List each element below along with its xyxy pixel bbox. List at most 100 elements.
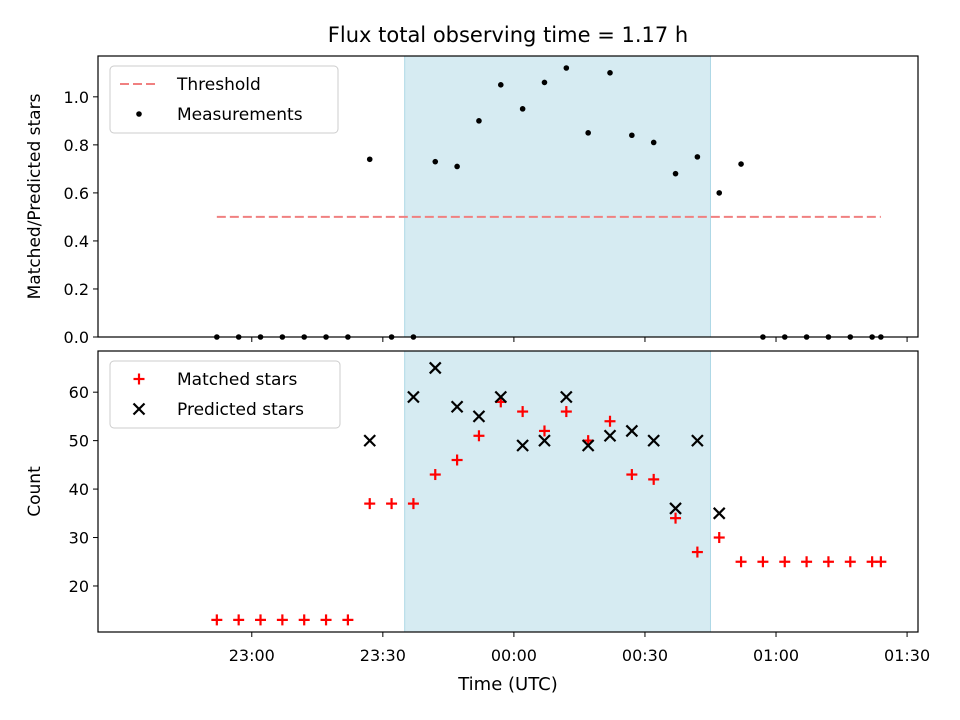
data-point: [516, 439, 529, 452]
data-point: [716, 190, 723, 196]
y-tick-label: 0.0: [64, 328, 89, 347]
data-point: [581, 439, 595, 452]
data-point: [473, 430, 485, 442]
y-tick-label: 50: [69, 432, 89, 451]
panel-ratio: 0.0 0.2 0.4 0.6 0.8 1.0 Matched/Predicted star…: [25, 55, 919, 347]
data-point: [738, 161, 744, 167]
x-axis-label: Time (UTC): [457, 674, 558, 695]
data-point: [560, 390, 573, 404]
y-tick-label: 0.2: [64, 280, 89, 299]
data-point: [386, 498, 398, 510]
data-point: [298, 614, 310, 626]
data-point: [648, 473, 660, 485]
data-point: [432, 158, 439, 165]
x-tick-label: 01:30: [884, 646, 930, 665]
data-point: [713, 532, 725, 544]
data-point: [320, 614, 332, 626]
x-tick-label: 01:00: [753, 646, 799, 665]
axes-frame: [97, 55, 919, 338]
data-point: [517, 406, 529, 418]
data-point: [429, 469, 441, 481]
data-point: [472, 410, 486, 423]
y-tick-label: 0.4: [64, 232, 89, 251]
data-point: [629, 132, 635, 139]
legend-swatch: [133, 373, 145, 385]
data-point: [366, 156, 373, 163]
y-tick-label: 0.8: [64, 136, 89, 155]
data-point: [604, 415, 616, 427]
data-point: [691, 546, 703, 558]
shaded-region: [404, 56, 711, 337]
data-point: [625, 424, 639, 438]
series-measurements: [214, 65, 884, 340]
data-point: [276, 614, 288, 626]
legend-swatch: [136, 111, 142, 117]
data-point: [494, 390, 508, 404]
legend-swatch: [132, 402, 146, 416]
x-tick-label: 00:30: [622, 646, 668, 665]
data-point: [450, 400, 464, 413]
chart-title: Flux total observing time = 1.17 h: [328, 23, 688, 47]
data-point: [603, 429, 617, 443]
data-point: [672, 170, 679, 177]
data-point: [822, 556, 834, 568]
data-point: [538, 434, 551, 447]
y-tick-label: 40: [69, 480, 89, 499]
data-point: [407, 498, 419, 510]
y-tick-label: 60: [69, 383, 89, 402]
data-point: [801, 556, 813, 568]
data-point: [364, 498, 376, 510]
data-point: [476, 118, 482, 124]
y-axis-label: Matched/Predicted stars: [25, 93, 45, 299]
data-point: [428, 361, 442, 375]
data-point: [560, 406, 572, 418]
data-point: [626, 469, 638, 481]
data-point: [585, 130, 591, 136]
data-point: [691, 434, 704, 447]
series-matched-stars: [211, 396, 887, 626]
axes-frame: [97, 350, 919, 633]
data-point: [694, 154, 701, 160]
legend-label: Measurements: [177, 105, 303, 125]
data-point: [757, 556, 769, 568]
data-point: [497, 82, 504, 88]
y-tick-label: 20: [69, 577, 89, 596]
data-point: [255, 614, 267, 626]
data-point: [779, 556, 791, 568]
shaded-region: [404, 351, 711, 632]
data-point: [407, 390, 420, 404]
data-point: [607, 70, 613, 76]
y-tick-label: 30: [69, 529, 89, 548]
data-point: [670, 512, 682, 524]
series-predicted-stars: [363, 361, 726, 520]
data-point: [875, 556, 887, 568]
legend-label: Threshold: [176, 75, 261, 95]
data-point: [647, 434, 660, 447]
data-point: [538, 425, 550, 437]
x-tick-label: 23:30: [360, 646, 406, 665]
data-point: [669, 502, 682, 515]
data-point: [451, 454, 463, 466]
legend: Threshold Measurements: [109, 65, 339, 134]
data-point: [735, 556, 747, 568]
data-point: [650, 139, 657, 146]
data-point: [541, 79, 548, 86]
legend-label: Predicted stars: [177, 400, 304, 420]
data-point: [233, 614, 245, 626]
legend-box: [109, 65, 339, 134]
y-tick-label: 1.0: [64, 88, 89, 107]
data-point: [519, 106, 526, 112]
data-point: [712, 507, 726, 520]
data-point: [211, 614, 223, 626]
panel-counts: 20 30 40 50 60 23:00 23:30 00:00 00:30 01:00 01:30…: [25, 350, 930, 665]
y-tick-label: 0.6: [64, 184, 89, 203]
y-axis-label: Count: [25, 466, 45, 517]
data-point: [844, 556, 856, 568]
data-point: [563, 65, 570, 71]
data-point: [454, 163, 460, 170]
x-tick-label: 00:00: [491, 646, 537, 665]
x-tick-label: 23:00: [229, 646, 275, 665]
data-point: [342, 614, 354, 626]
data-point: [363, 434, 377, 447]
